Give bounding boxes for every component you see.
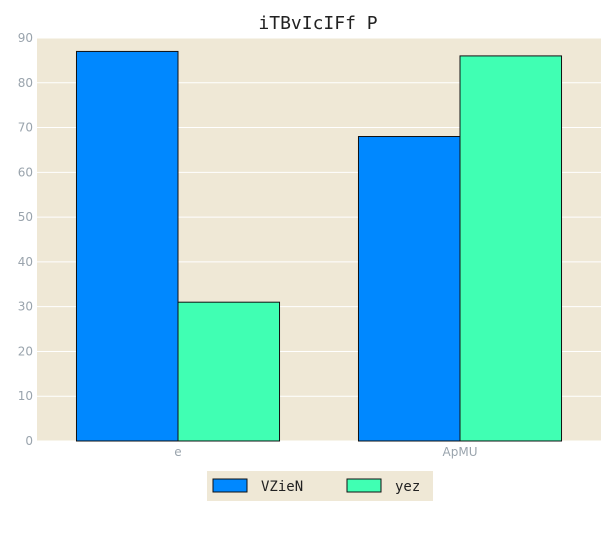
legend-swatch — [212, 478, 248, 493]
x-tick-label: e — [174, 445, 181, 459]
bar-yez-ApMU — [459, 55, 563, 442]
legend-label: yez — [395, 479, 420, 495]
bars — [75, 50, 563, 442]
y-tick-label: 10 — [18, 389, 33, 403]
bar-VZieN-ApMU — [357, 136, 461, 442]
y-tick-label: 80 — [18, 76, 33, 90]
y-tick-label: 40 — [18, 255, 33, 269]
legend-swatch — [346, 478, 382, 493]
y-tick-label: 30 — [18, 300, 33, 314]
y-tick-label: 70 — [18, 121, 33, 135]
y-tick-label: 20 — [18, 344, 33, 358]
y-tick-label: 60 — [18, 165, 33, 179]
chart-title: iTBvIcIFf P — [258, 13, 377, 34]
legend-label: VZieN — [261, 479, 303, 495]
y-axis: 0 10 20 30 40 50 60 70 80 90 — [18, 31, 33, 448]
x-axis: e ApMU — [174, 445, 477, 459]
bar-VZieN-e — [75, 50, 179, 442]
bar-yez-e — [177, 301, 281, 442]
legend: VZieN yez — [207, 471, 433, 501]
y-tick-label: 90 — [18, 31, 33, 45]
x-tick-label: ApMU — [443, 445, 478, 459]
y-tick-label: 50 — [18, 210, 33, 224]
y-tick-label: 0 — [25, 434, 33, 448]
